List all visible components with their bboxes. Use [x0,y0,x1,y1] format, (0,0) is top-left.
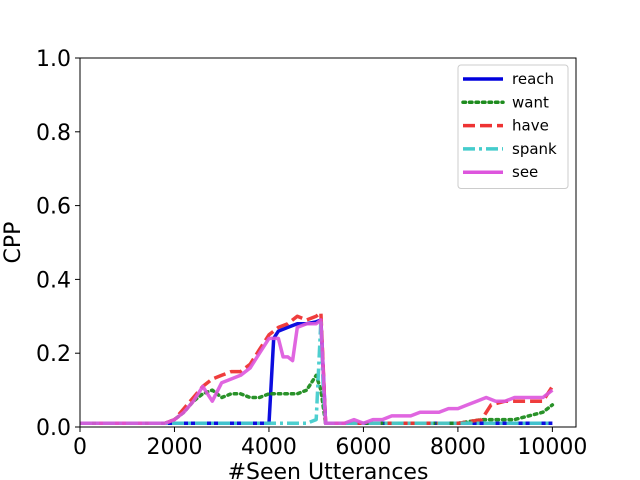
y-tick-label: 0.4 [36,268,71,293]
legend-label-see: see [512,163,538,181]
legend: reach want have spank see [457,64,569,189]
legend-label-have: have [512,117,549,135]
legend-label-spank: spank [512,140,557,158]
y-tick-label: 0.2 [36,342,71,367]
series-line-want [80,373,555,426]
series-line-see [80,318,554,426]
series-layer [80,310,555,426]
y-tick-label: 0.6 [36,195,71,220]
legend-label-want: want [512,93,549,111]
x-tick-label: 4000 [241,435,297,460]
plot-frame [79,57,577,428]
x-tick-label: 8000 [430,435,486,460]
x-tick-label: 0 [73,435,87,460]
y-tick-label: 0.0 [36,416,71,441]
y-axis-label: CPP [1,222,26,264]
x-tick-label: 2000 [146,435,202,460]
y-tick-label: 0.8 [36,121,71,146]
legend-box [457,64,569,189]
x-axis-label: #Seen Utterances [228,460,429,480]
series-line-spank [80,318,553,426]
x-tick-label: 10000 [517,435,587,460]
legend-label-reach: reach [512,70,554,88]
y-tick-label: 1.0 [36,47,71,72]
tick-layer: 0 2000 4000 6000 8000 10000 0.0 0.2 0.4 0.6 0.8 1.0 [36,47,587,460]
series-line-have [80,310,554,426]
x-tick-label: 6000 [335,435,391,460]
